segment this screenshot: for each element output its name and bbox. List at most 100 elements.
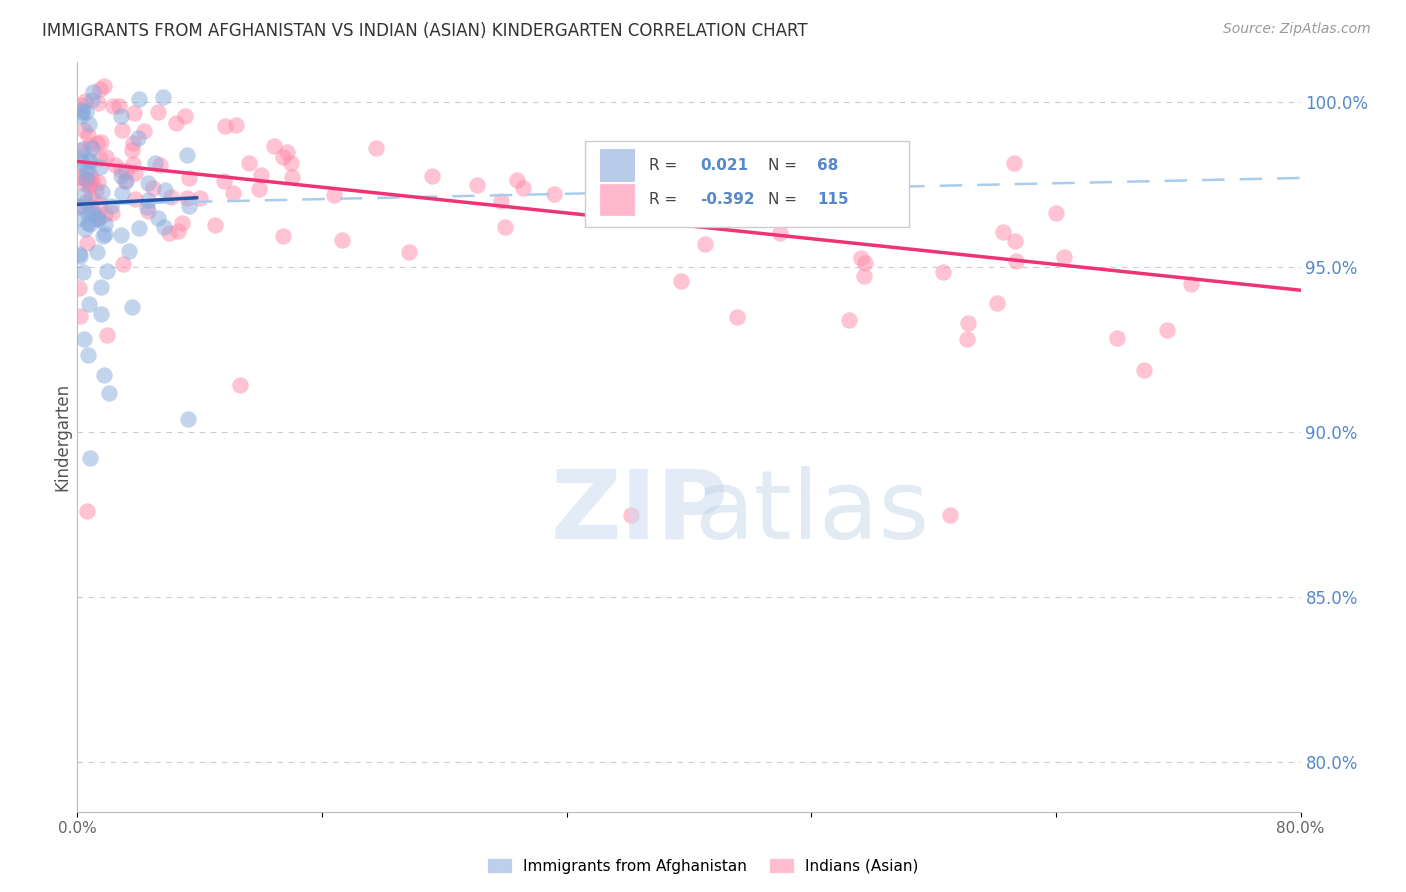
Point [115,174,138,188]
Point [693,236,716,251]
Point [73,332,96,346]
Point [710,209,733,223]
Point [114,163,136,178]
Point [1053,250,1076,264]
Point [143,156,166,170]
Point [77,207,100,221]
Point [70,104,93,119]
Point [122,136,145,151]
Point [238,155,260,169]
Text: N =: N = [769,192,803,207]
Point [124,192,146,206]
Point [176,147,198,161]
Point [620,508,643,522]
Point [70,109,93,123]
Point [91,229,114,244]
Point [111,186,134,201]
Point [76,504,98,518]
Point [152,90,174,104]
Text: 0.021: 0.021 [700,158,748,172]
Text: -0.392: -0.392 [700,192,755,207]
Point [84,183,107,197]
Point [114,174,136,188]
Text: 68: 68 [817,158,839,172]
Point [276,145,298,159]
Point [1180,277,1202,291]
Point [77,348,100,362]
Point [86,136,108,150]
Text: Source: ZipAtlas.com: Source: ZipAtlas.com [1223,22,1371,37]
Point [263,138,285,153]
Point [128,92,150,106]
Bar [599,184,634,215]
Point [79,217,101,231]
Point [70,143,93,157]
Point [849,251,872,265]
Point [172,216,194,230]
Point [90,307,112,321]
Point [364,141,387,155]
Point [177,198,200,212]
Point [70,170,93,185]
Point [69,170,91,185]
Point [986,295,1008,310]
Point [72,187,94,202]
Point [177,170,200,185]
Point [69,249,91,263]
Point [86,211,108,226]
Point [512,181,534,195]
Point [121,143,143,157]
Point [1133,363,1156,377]
Point [75,222,97,236]
Point [127,131,149,145]
Point [80,205,103,219]
Point [75,171,97,186]
Point [69,199,91,213]
Point [769,227,792,241]
Point [77,216,100,230]
Point [132,124,155,138]
Point [89,82,111,96]
Point [146,105,169,120]
Point [72,123,94,137]
Bar [585,141,910,227]
Text: 115: 115 [817,192,849,207]
Point [90,135,112,149]
Point [89,151,111,165]
Text: R =: R = [648,158,682,172]
Point [155,183,177,197]
Point [136,176,159,190]
Point [94,207,117,221]
Point [110,163,132,178]
Point [94,217,117,231]
Point [82,85,104,99]
Point [87,210,110,224]
Point [157,227,180,241]
Point [89,196,111,211]
Point [79,167,101,181]
Point [75,105,97,120]
Point [89,161,111,175]
Point [77,153,100,168]
Point [1156,323,1178,337]
Point [489,194,512,209]
Point [76,236,98,251]
Point [124,166,146,180]
Point [94,227,117,241]
Point [79,450,101,465]
Point [1004,234,1026,248]
Point [273,150,295,164]
Point [149,158,172,172]
Point [80,173,103,187]
Point [94,150,117,164]
Point [122,106,145,120]
Point [77,117,100,131]
Point [136,200,159,214]
Point [96,328,118,343]
Text: atlas: atlas [693,466,929,558]
Point [188,191,211,205]
Point [932,265,955,279]
Legend: Immigrants from Afghanistan, Indians (Asian): Immigrants from Afghanistan, Indians (As… [482,853,924,880]
Point [853,268,876,283]
Point [136,204,159,219]
